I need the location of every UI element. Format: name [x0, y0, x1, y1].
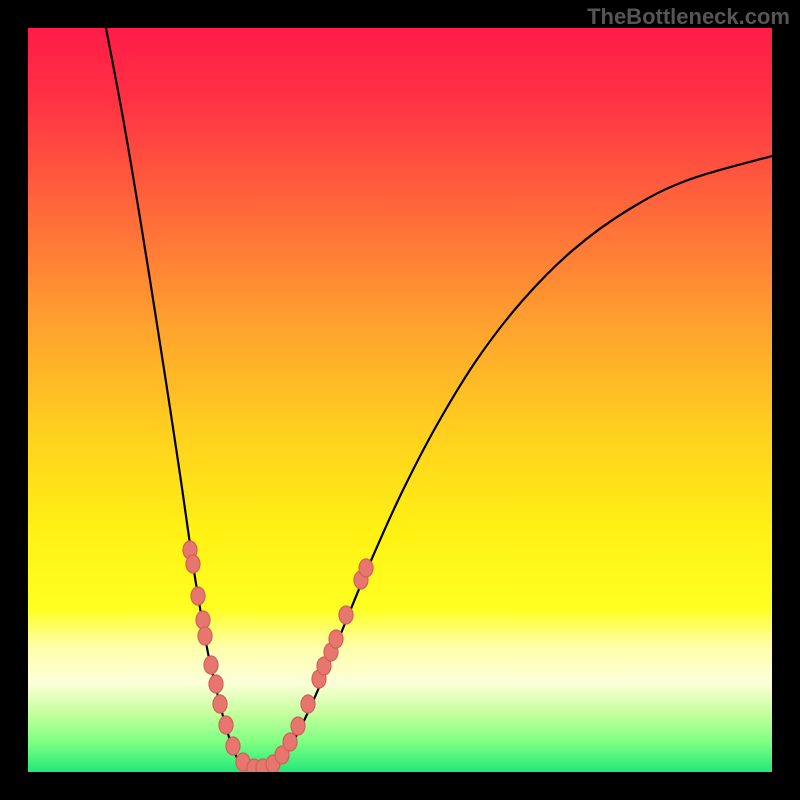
curve-marker: [219, 716, 233, 734]
curve-marker: [196, 611, 210, 629]
curve-marker: [209, 675, 223, 693]
marker-group: [183, 541, 373, 772]
curve-marker: [339, 606, 353, 624]
curve-marker: [329, 630, 343, 648]
watermark-text: TheBottleneck.com: [587, 4, 790, 30]
curve-marker: [186, 555, 200, 573]
curve-marker: [359, 559, 373, 577]
curve-marker: [213, 695, 227, 713]
chart-overlay: [28, 28, 772, 772]
curve-marker: [204, 656, 218, 674]
curve-marker: [291, 717, 305, 735]
curve-marker: [301, 695, 315, 713]
curve-marker: [226, 737, 240, 755]
curve-marker: [191, 587, 205, 605]
curve-marker: [283, 733, 297, 751]
plot-area: [28, 28, 772, 772]
curve-marker: [198, 627, 212, 645]
